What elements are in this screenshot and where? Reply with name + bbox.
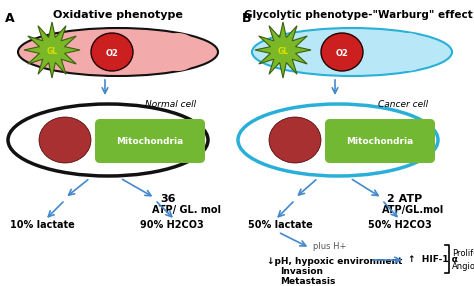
Ellipse shape xyxy=(269,117,321,163)
FancyBboxPatch shape xyxy=(95,119,205,163)
Ellipse shape xyxy=(321,33,363,71)
Text: Mitochondria: Mitochondria xyxy=(346,136,414,146)
Text: GL: GL xyxy=(46,47,57,55)
Ellipse shape xyxy=(238,104,438,176)
Text: 50% lactate: 50% lactate xyxy=(248,220,313,230)
Text: GL: GL xyxy=(277,47,289,55)
Text: A: A xyxy=(5,12,15,25)
Ellipse shape xyxy=(387,33,429,71)
Text: Metastasis: Metastasis xyxy=(280,277,336,286)
Text: O2: O2 xyxy=(336,49,348,57)
Text: plus H+: plus H+ xyxy=(313,242,346,251)
Text: Oxidative phenotype: Oxidative phenotype xyxy=(53,10,183,20)
Text: ↓pH, hypoxic environment: ↓pH, hypoxic environment xyxy=(267,257,402,266)
Ellipse shape xyxy=(252,28,452,76)
Text: Normal cell: Normal cell xyxy=(145,100,196,109)
Text: O2: O2 xyxy=(106,49,118,57)
Text: Invasion: Invasion xyxy=(280,267,323,276)
Text: 36: 36 xyxy=(160,194,175,204)
Text: ATP/ GL. mol: ATP/ GL. mol xyxy=(152,205,221,215)
Text: 90% H2CO3: 90% H2CO3 xyxy=(140,220,204,230)
Text: 2 ATP: 2 ATP xyxy=(387,194,422,204)
Polygon shape xyxy=(24,22,80,78)
Polygon shape xyxy=(255,22,311,78)
Ellipse shape xyxy=(8,104,208,176)
FancyBboxPatch shape xyxy=(325,119,435,163)
Ellipse shape xyxy=(91,33,133,71)
Text: B: B xyxy=(242,12,252,25)
Ellipse shape xyxy=(157,33,199,71)
Ellipse shape xyxy=(39,117,91,163)
Text: Proliferation: Proliferation xyxy=(452,249,474,258)
Text: Angiogenesis: Angiogenesis xyxy=(452,262,474,271)
Text: 50% H2CO3: 50% H2CO3 xyxy=(368,220,432,230)
Text: ↑  HIF-1 α: ↑ HIF-1 α xyxy=(408,255,458,264)
Text: Mitochondria: Mitochondria xyxy=(117,136,183,146)
Text: 10% lactate: 10% lactate xyxy=(10,220,75,230)
Text: Glycolytic phenotype-"Warburg" effect: Glycolytic phenotype-"Warburg" effect xyxy=(244,10,473,20)
Text: ATP/GL.mol: ATP/GL.mol xyxy=(382,205,444,215)
Ellipse shape xyxy=(18,28,218,76)
Text: Cancer cell: Cancer cell xyxy=(378,100,428,109)
